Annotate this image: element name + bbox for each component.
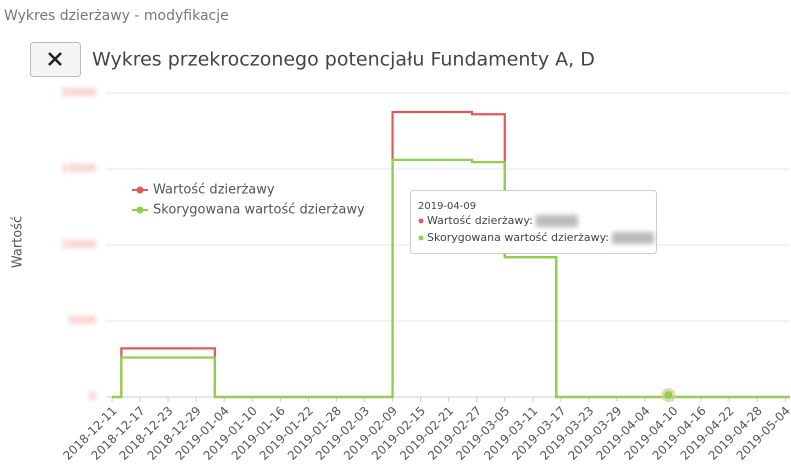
y-tick-label: 15000 (61, 162, 96, 175)
y-tick-label: 5000 (68, 314, 96, 327)
tooltip-dot (418, 218, 424, 224)
tooltip-value-redacted (535, 215, 578, 227)
tooltip-value-redacted (612, 232, 654, 244)
page-heading: Wykres dzierżawy - modyfikacje (4, 8, 229, 24)
tooltip-label: Skorygowana wartość dzierżawy: (427, 231, 609, 244)
series-line (112, 110, 790, 399)
y-axis-label: Wartość (11, 216, 26, 268)
legend-label: Skorygowana wartość dzierżawy (153, 203, 365, 218)
chart-title: Wykres przekroczonego potencjału Fundame… (92, 49, 595, 71)
legend-dot (136, 186, 144, 194)
tooltip-date: 2019-04-09 (418, 201, 476, 212)
series-line (112, 158, 790, 399)
y-tick-label: 20000 (61, 86, 96, 99)
legend-label: Wartość dzierżawy (153, 183, 275, 198)
y-tick-label: 10000 (61, 238, 96, 251)
close-button[interactable] (30, 42, 81, 77)
legend-dot (136, 206, 144, 214)
tooltip-label: Wartość dzierżawy: (427, 214, 533, 227)
tooltip-dot (418, 235, 424, 241)
y-tick-label: 0 (89, 390, 96, 403)
hover-dot (664, 391, 673, 399)
tooltip: 2019-04-09 Wartość dzierżawy: Skorygowana… (410, 190, 657, 254)
